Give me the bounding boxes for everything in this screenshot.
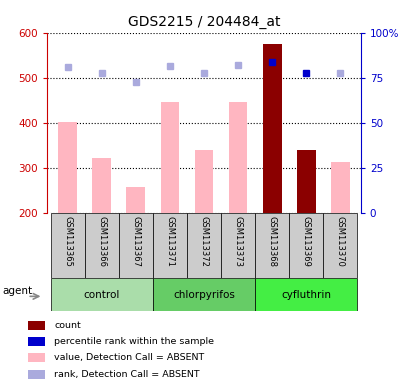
Bar (323, 213, 357, 278)
Bar (254, 213, 288, 278)
Bar (28, 353, 45, 362)
Text: GSM113368: GSM113368 (267, 216, 276, 267)
Text: control: control (83, 290, 119, 300)
Bar (160, 102, 179, 213)
Text: GSM113366: GSM113366 (97, 216, 106, 267)
Text: GSM113370: GSM113370 (335, 216, 344, 266)
Text: GSM113365: GSM113365 (63, 216, 72, 266)
Bar (187, 213, 220, 278)
Bar (194, 151, 213, 213)
Bar (262, 44, 281, 213)
Bar (153, 278, 254, 311)
Bar (58, 122, 77, 213)
Text: cyfluthrin: cyfluthrin (281, 290, 330, 300)
Text: count: count (54, 321, 81, 330)
Bar (296, 151, 315, 213)
Bar (330, 162, 349, 213)
Text: GSM113373: GSM113373 (233, 216, 242, 267)
Bar (254, 278, 357, 311)
Text: rank, Detection Call = ABSENT: rank, Detection Call = ABSENT (54, 370, 200, 379)
Bar (28, 370, 45, 379)
Bar (84, 213, 119, 278)
Bar (153, 213, 187, 278)
Text: GSM113371: GSM113371 (165, 216, 174, 266)
Bar (28, 321, 45, 330)
Text: GSM113367: GSM113367 (131, 216, 140, 267)
Text: value, Detection Call = ABSENT: value, Detection Call = ABSENT (54, 353, 204, 362)
Text: agent: agent (2, 286, 32, 296)
Bar (288, 213, 323, 278)
Bar (28, 337, 45, 346)
Text: chlorpyrifos: chlorpyrifos (173, 290, 234, 300)
Bar (228, 102, 247, 213)
Bar (50, 213, 84, 278)
Text: percentile rank within the sample: percentile rank within the sample (54, 337, 214, 346)
Bar (50, 278, 153, 311)
Bar (119, 213, 153, 278)
Bar (126, 187, 145, 213)
Text: GSM113372: GSM113372 (199, 216, 208, 266)
Bar (92, 157, 111, 213)
Title: GDS2215 / 204484_at: GDS2215 / 204484_at (128, 15, 279, 29)
Bar (220, 213, 254, 278)
Text: GSM113369: GSM113369 (301, 216, 310, 266)
